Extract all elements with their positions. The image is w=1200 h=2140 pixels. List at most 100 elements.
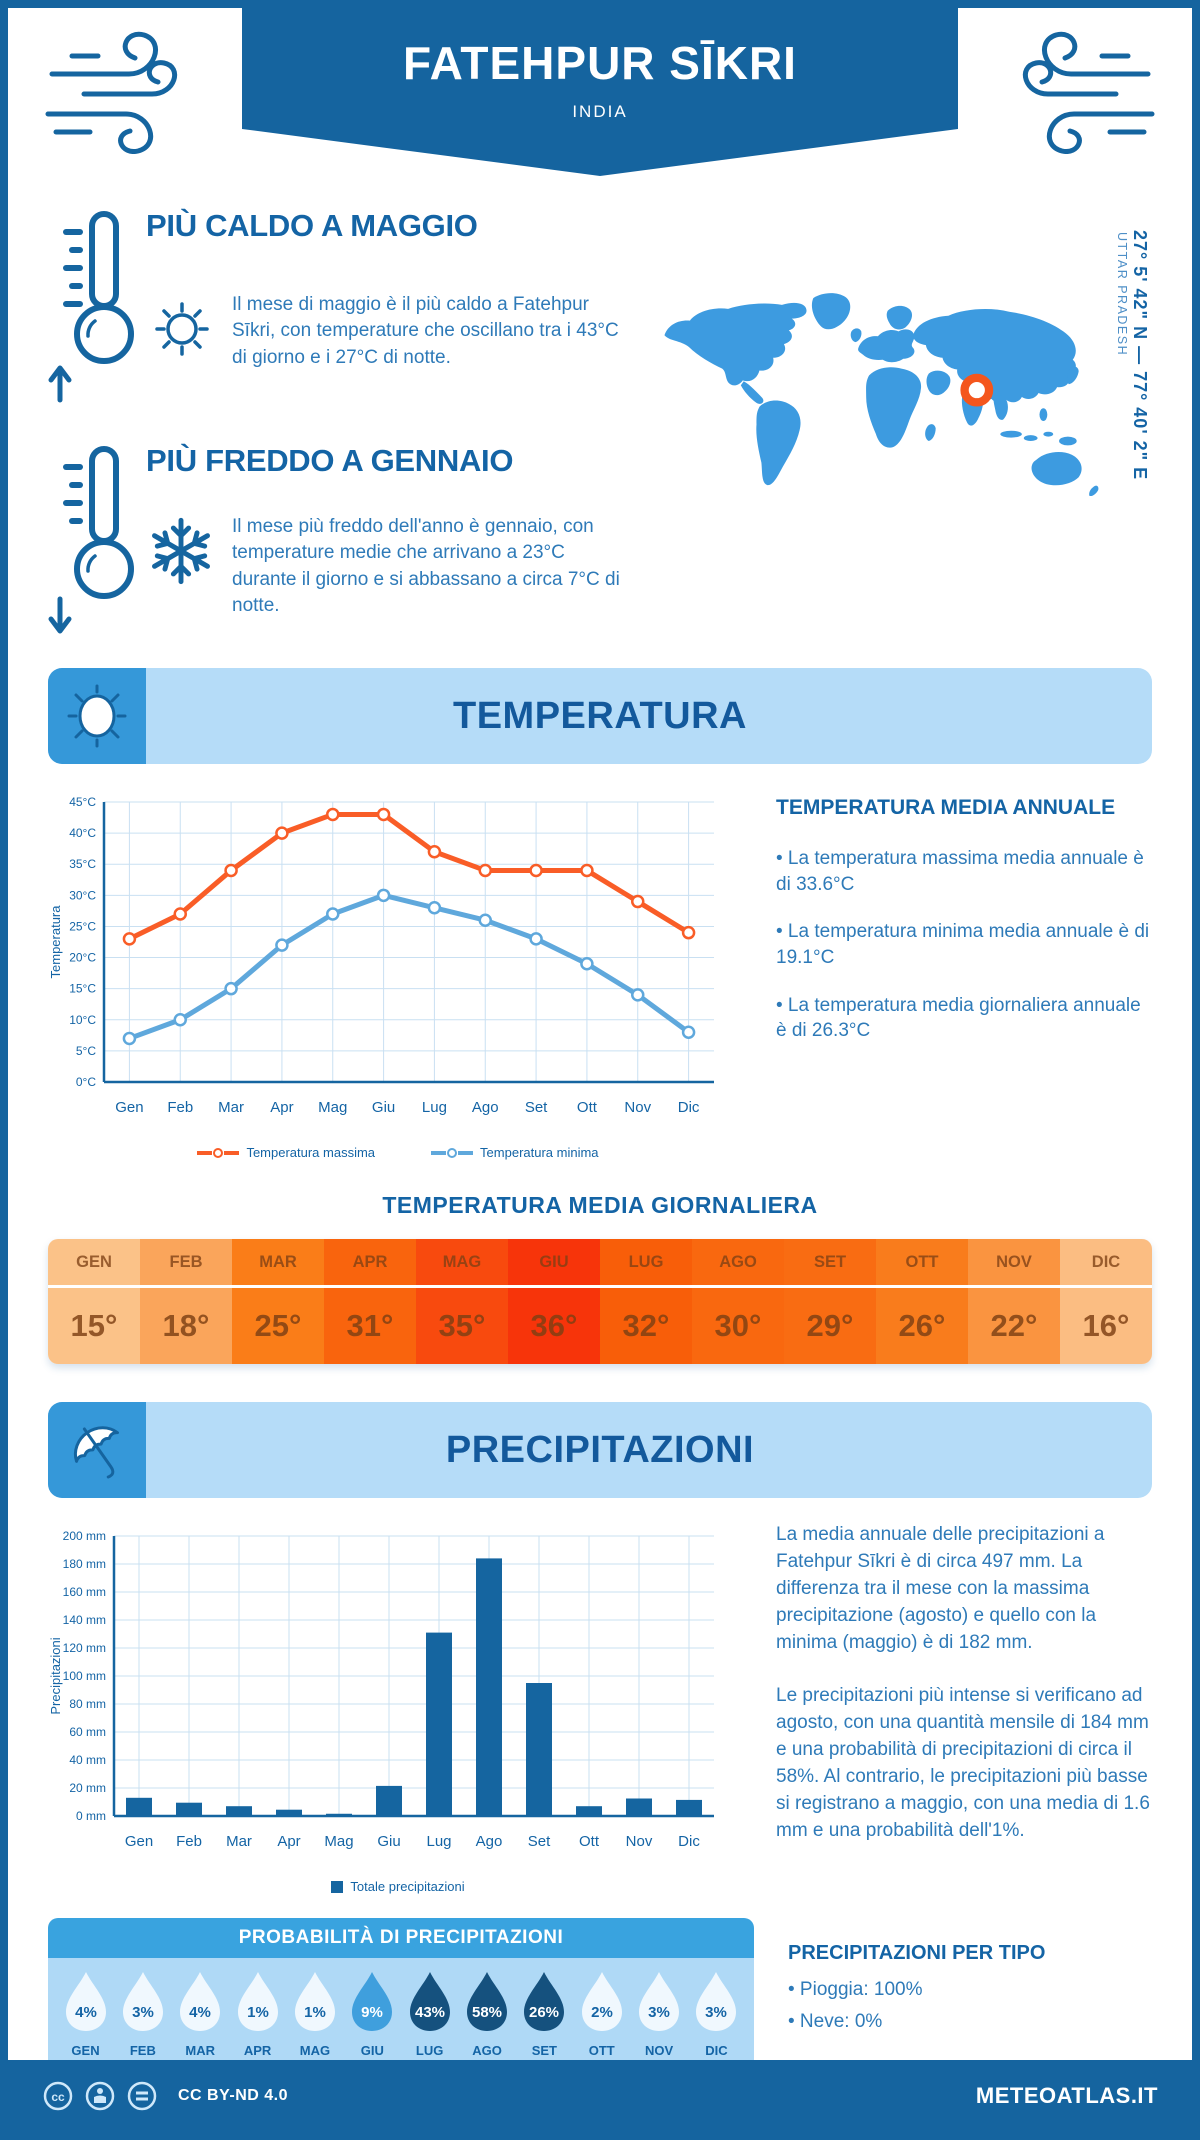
svg-text:Precipitazioni: Precipitazioni <box>48 1637 63 1714</box>
region-text: UTTAR PRADESH <box>1115 232 1129 357</box>
svg-text:9%: 9% <box>361 2004 383 2021</box>
precipitation-type-title: PRECIPITAZIONI PER TIPO <box>788 1942 1046 1964</box>
probability-droplet: 1% MAG <box>289 1970 340 2058</box>
probability-droplet: 3% NOV <box>634 1970 685 2058</box>
precipitation-row: 0 mm 20 mm 40 mm 60 mm 80 mm 100 mm 120 mm 140 … <box>8 1498 1192 1894</box>
svg-text:140 mm: 140 mm <box>63 1613 106 1627</box>
probability-droplet: 3% FEB <box>117 1970 168 2058</box>
probability-droplet: 4% MAR <box>175 1970 226 2058</box>
droplet-month: OTT <box>588 2043 615 2058</box>
svg-text:5°C: 5°C <box>76 1044 96 1058</box>
svg-text:43%: 43% <box>415 2004 445 2021</box>
daily-mean-title: TEMPERATURA MEDIA GIORNALIERA <box>382 1192 818 1218</box>
temp-table-month: OTT <box>876 1239 968 1288</box>
svg-text:40°C: 40°C <box>69 826 96 840</box>
svg-text:60 mm: 60 mm <box>69 1725 106 1739</box>
svg-text:0°C: 0°C <box>76 1075 96 1089</box>
svg-text:Dic: Dic <box>678 1833 700 1850</box>
svg-text:Ago: Ago <box>472 1099 499 1116</box>
sun-icon <box>146 294 230 409</box>
droplet-icon: 3% <box>639 1972 680 2031</box>
temp-table-value: 25° <box>254 1308 302 1343</box>
svg-text:80 mm: 80 mm <box>69 1697 106 1711</box>
temp-table-cell: MAR 25° <box>232 1239 324 1364</box>
droplet-month: MAR <box>185 2043 216 2058</box>
svg-text:1%: 1% <box>247 2004 269 2021</box>
temp-table-month: GIU <box>508 1239 600 1288</box>
temp-table-month: APR <box>324 1239 416 1288</box>
list-item: • Neve: 0% <box>788 2011 883 2032</box>
list-item: • La temperatura massima media annuale è… <box>776 848 1144 895</box>
temp-table-cell: APR 31° <box>324 1239 416 1364</box>
droplet-icon: 26% <box>524 1972 565 2031</box>
hottest-month-title: PIÙ CALDO A MAGGIO <box>146 208 478 243</box>
highlights-column: PIÙ CALDO A MAGGIO Il mese di maggio è i… <box>48 204 639 644</box>
svg-text:20°C: 20°C <box>69 951 96 965</box>
legend-marker-icon <box>197 1147 240 1158</box>
probability-title: PROBABILITÀ DI PRECIPITAZIONI <box>48 1918 754 1958</box>
svg-text:Gen: Gen <box>115 1099 143 1116</box>
list-item: • La temperatura media giornaliera annua… <box>776 994 1141 1042</box>
svg-text:Set: Set <box>528 1833 551 1850</box>
coordinates-text: 27° 5' 42" N — 77° 40' 2" E <box>1130 230 1150 481</box>
map-block: 27° 5' 42" N — 77° 40' 2" E UTTAR PRADES… <box>639 204 1152 600</box>
droplet-month: MAG <box>299 2043 331 2058</box>
precipitation-type-block: PRECIPITAZIONI PER TIPO • Pioggia: 100% •… <box>788 1918 1152 2072</box>
probability-droplet: 4% GEN <box>60 1970 111 2058</box>
cc-person-icon <box>85 2081 115 2111</box>
temp-table-value: 32° <box>622 1308 670 1343</box>
temp-table-cell: SET 29° <box>784 1239 876 1364</box>
svg-text:1%: 1% <box>304 2004 326 2021</box>
svg-text:Mag: Mag <box>318 1099 347 1116</box>
svg-text:120 mm: 120 mm <box>63 1641 106 1655</box>
svg-text:Feb: Feb <box>176 1833 202 1850</box>
temp-table-value: 29° <box>806 1308 854 1343</box>
droplet-month: GIU <box>360 2043 384 2058</box>
temp-table-value: 36° <box>530 1308 578 1343</box>
temp-table-cell: LUG 32° <box>600 1239 692 1364</box>
cc-icon: cc <box>43 2081 73 2111</box>
precipitation-chart-legend: Totale precipitazioni <box>48 1879 748 1894</box>
temp-table-value: 18° <box>162 1308 210 1343</box>
probability-droplet: 58% AGO <box>462 1970 513 2058</box>
svg-text:Lug: Lug <box>426 1833 451 1850</box>
droplet-month: SET <box>531 2043 558 2058</box>
droplet-icon: 3% <box>696 1972 737 2031</box>
svg-text:Mar: Mar <box>218 1099 244 1116</box>
svg-text:0 mm: 0 mm <box>76 1809 106 1823</box>
temp-table-month: MAR <box>232 1239 324 1288</box>
legend-item: Temperatura minima <box>431 1145 599 1160</box>
droplet-month: APR <box>243 2043 272 2058</box>
header: FATEHPUR SĪKRI INDIA <box>8 8 1192 184</box>
svg-text:3%: 3% <box>132 2004 154 2021</box>
svg-text:Giu: Giu <box>377 1833 400 1850</box>
droplet-month: FEB <box>129 2043 156 2058</box>
temp-table-cell: DIC 16° <box>1060 1239 1152 1364</box>
temperature-chart-legend: Temperatura massima Temperatura minima <box>48 1145 748 1160</box>
license-label: CC BY-ND 4.0 <box>178 2087 289 2104</box>
probability-droplet: 43% LUG <box>404 1970 455 2058</box>
temp-table-value: 26° <box>898 1308 946 1343</box>
temperature-chart: 0°C 5°C 10°C 15°C 20°C 25°C 30°C 35°C 40°C 45°C Ge… <box>48 795 714 1116</box>
wind-icon <box>45 31 177 154</box>
probability-droplet: 9% GIU <box>347 1970 398 2058</box>
temp-table-value: 22° <box>990 1308 1038 1343</box>
svg-text:200 mm: 200 mm <box>63 1529 106 1543</box>
highlights-section: PIÙ CALDO A MAGGIO Il mese di maggio è i… <box>8 184 1192 644</box>
legend-item: Totale precipitazioni <box>331 1879 465 1894</box>
svg-text:Nov: Nov <box>624 1099 651 1116</box>
temp-table-cell: FEB 18° <box>140 1239 232 1364</box>
title-banner: FATEHPUR SĪKRI INDIA <box>242 8 958 176</box>
droplet-icon: 1% <box>237 1972 278 2031</box>
temp-table-month: SET <box>784 1239 876 1288</box>
probability-droplet: 2% OTT <box>576 1970 627 2058</box>
precipitation-chart: 0 mm 20 mm 40 mm 60 mm 80 mm 100 mm 120 mm 140 … <box>48 1529 714 1850</box>
list-item: • La temperatura minima media annuale è … <box>776 921 1150 968</box>
droplet-icon: 3% <box>122 1972 163 2031</box>
svg-text:Apr: Apr <box>270 1099 293 1116</box>
svg-text:Temperatura: Temperatura <box>48 905 63 979</box>
temperature-banner: TEMPERATURA <box>48 668 1152 764</box>
temp-table-month: MAG <box>416 1239 508 1288</box>
svg-text:35°C: 35°C <box>69 857 96 871</box>
temp-table-value: 35° <box>438 1308 486 1343</box>
